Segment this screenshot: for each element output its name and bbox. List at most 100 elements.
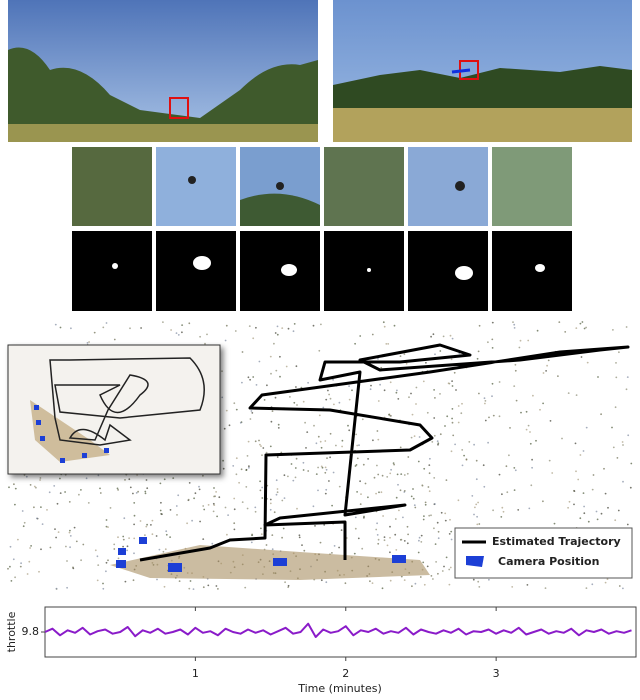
cloud-point (193, 588, 195, 590)
cloud-point (573, 504, 575, 506)
cloud-point (580, 323, 582, 325)
cloud-point (296, 365, 298, 367)
cloud-point (431, 575, 433, 577)
cloud-point (475, 504, 477, 506)
cloud-point (221, 370, 223, 372)
cloud-point (390, 381, 392, 383)
cloud-point (376, 522, 378, 524)
cloud-point (451, 418, 453, 420)
cloud-point (69, 501, 71, 503)
cloud-point (445, 520, 447, 522)
cloud-point (460, 412, 462, 414)
cloud-point (580, 454, 582, 456)
cloud-point (162, 321, 164, 323)
cloud-point (40, 477, 42, 479)
cloud-point (531, 459, 533, 461)
cloud-point (451, 450, 453, 452)
cloud-point (110, 507, 112, 509)
cloud-point (407, 542, 409, 544)
cloud-point (427, 412, 429, 414)
cloud-point (478, 351, 480, 353)
cloud-point (86, 477, 88, 479)
cloud-point (414, 435, 416, 437)
cloud-point (437, 440, 439, 442)
cloud-point (278, 424, 280, 426)
cloud-point (36, 518, 38, 520)
cloud-point (404, 579, 406, 581)
cloud-point (369, 580, 371, 582)
cloud-point (357, 458, 359, 460)
cloud-point (15, 488, 17, 490)
cloud-point (358, 444, 360, 446)
cloud-point (407, 473, 409, 475)
cloud-point (466, 458, 468, 460)
cloud-point (375, 493, 377, 495)
cloud-point (384, 326, 386, 328)
cloud-point (622, 481, 624, 483)
cloud-point (152, 533, 154, 535)
cloud-point (491, 395, 493, 397)
cloud-point (583, 450, 585, 452)
cloud-point (499, 474, 501, 476)
cloud-point (256, 384, 258, 386)
cloud-point (251, 412, 253, 414)
cloud-point (404, 540, 406, 542)
cloud-point (40, 506, 42, 508)
cloud-point (8, 486, 10, 488)
cloud-point (499, 381, 501, 383)
cloud-point (72, 568, 74, 570)
cloud-point (449, 584, 451, 586)
cloud-point (437, 573, 439, 575)
cloud-point (564, 331, 566, 333)
cloud-point (163, 551, 165, 553)
cloud-point (320, 441, 322, 443)
cloud-point (375, 529, 377, 531)
cloud-point (458, 422, 460, 424)
cloud-point (400, 447, 402, 449)
cloud-point (42, 523, 44, 525)
cloud-point (176, 514, 178, 516)
cloud-point (102, 327, 104, 329)
cloud-point (499, 415, 501, 417)
cloud-point (374, 477, 376, 479)
cloud-point (338, 547, 340, 549)
cloud-point (372, 439, 374, 441)
cloud-point (583, 506, 585, 508)
cloud-point (316, 442, 318, 444)
cloud-point (117, 536, 119, 538)
cloud-point (260, 528, 262, 530)
cloud-point (527, 584, 529, 586)
cloud-point (334, 545, 336, 547)
cloud-point (427, 566, 429, 568)
cloud-point (20, 566, 22, 568)
cloud-point (255, 327, 257, 329)
cloud-point (195, 492, 197, 494)
cloud-point (583, 492, 585, 494)
cloud-point (319, 415, 321, 417)
cloud-point (400, 355, 402, 357)
cloud-point (122, 536, 124, 538)
cloud-point (26, 476, 28, 478)
cloud-point (377, 439, 379, 441)
cloud-point (301, 544, 303, 546)
cloud-point (97, 555, 99, 557)
cloud-point (145, 526, 147, 528)
cloud-point (446, 415, 448, 417)
cloud-point (178, 334, 180, 336)
cloud-point (617, 457, 619, 459)
cloud-point (307, 382, 309, 384)
cloud-point (288, 585, 290, 587)
cloud-point (434, 353, 436, 355)
cloud-point (133, 502, 135, 504)
cloud-point (227, 514, 229, 516)
cloud-point (132, 493, 134, 495)
cloud-point (627, 434, 629, 436)
cloud-point (118, 558, 120, 560)
cloud-point (596, 511, 598, 513)
cloud-point (213, 511, 215, 513)
cloud-point (567, 507, 569, 509)
cloud-point (363, 464, 365, 466)
cloud-point (384, 389, 386, 391)
cloud-point (400, 489, 402, 491)
cloud-point (277, 491, 279, 493)
